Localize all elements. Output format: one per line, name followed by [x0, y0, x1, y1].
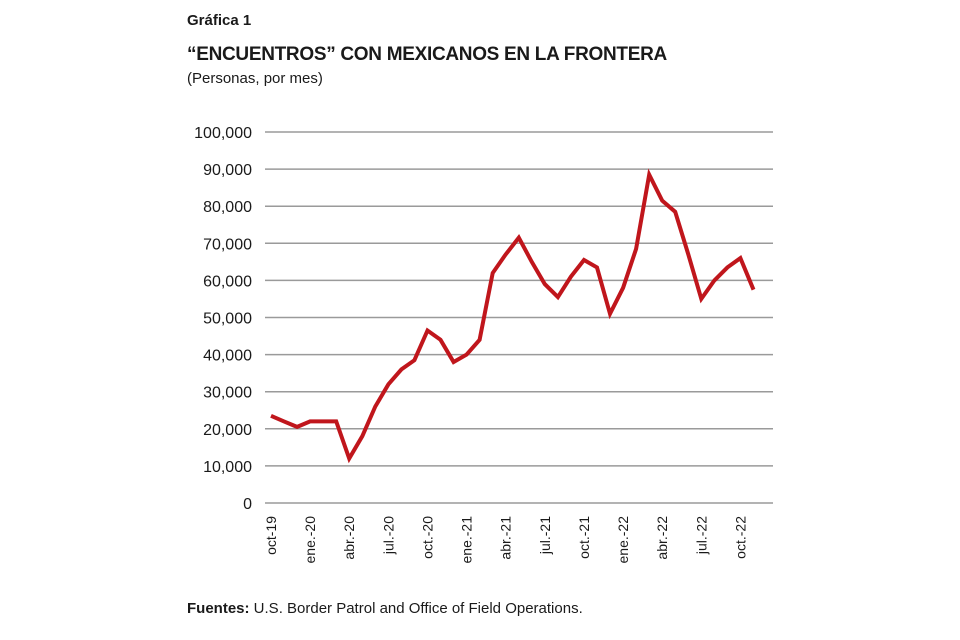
y-tick-label: 30,000	[203, 385, 252, 402]
y-tick-label: 10,000	[203, 459, 252, 476]
x-tick-label: oct.-22	[732, 516, 748, 559]
y-tick-label: 0	[243, 496, 252, 513]
y-tick-label: 90,000	[203, 162, 252, 179]
chart-title: “ENCUENTROS” CON MEXICANOS EN LA FRONTER…	[187, 44, 667, 65]
x-tick-label: abr.-20	[341, 516, 357, 560]
y-tick-label: 80,000	[203, 199, 252, 216]
x-tick-label: abr.-21	[498, 516, 514, 560]
y-tick-label: 50,000	[203, 311, 252, 328]
source-text: U.S. Border Patrol and Office of Field O…	[249, 600, 583, 617]
y-tick-label: 40,000	[203, 348, 252, 365]
y-tick-label: 20,000	[203, 422, 252, 439]
source-label: Fuentes:	[187, 600, 250, 617]
x-tick-label: ene.-21	[459, 516, 475, 564]
chart-kicker: Gráfica 1	[187, 12, 252, 29]
source-note: Fuentes: U.S. Border Patrol and Office o…	[187, 600, 583, 617]
y-tick-label: 70,000	[203, 236, 252, 253]
x-tick-label: oct.-21	[576, 516, 592, 559]
x-tick-label: jul.-21	[537, 516, 553, 555]
chart-subtitle: (Personas, por mes)	[187, 70, 323, 87]
data-line	[270, 168, 756, 464]
x-tick-label: oct.-20	[419, 516, 435, 559]
x-tick-label: jul.-22	[693, 516, 709, 555]
y-tick-label: 60,000	[203, 273, 252, 290]
y-tick-label: 100,000	[194, 125, 252, 142]
x-tick-label: ene.-20	[302, 516, 318, 564]
x-tick-label: jul.-20	[380, 516, 396, 555]
x-tick-label: ene.-22	[615, 516, 631, 564]
x-tick-label: abr.-22	[654, 516, 670, 560]
x-tick-label: oct-19	[263, 516, 279, 555]
